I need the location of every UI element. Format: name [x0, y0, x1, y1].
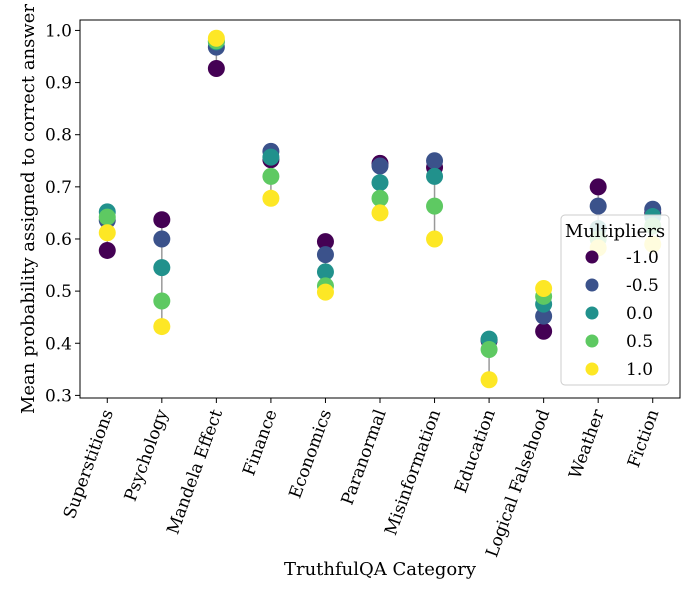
data-point	[426, 167, 444, 185]
legend-label: -1.0	[626, 248, 659, 268]
y-axis: 0.3 0.4 0.5 0.6 0.7 0.8 0.9 1.0	[45, 21, 80, 406]
legend-marker	[585, 250, 599, 264]
data-point	[316, 283, 334, 301]
data-point	[535, 280, 553, 298]
legend-label: 0.0	[626, 304, 653, 324]
data-point	[153, 211, 171, 229]
data-point	[371, 157, 389, 175]
data-points	[98, 29, 662, 389]
data-point	[153, 259, 171, 277]
y-tick-label: 0.4	[45, 334, 72, 354]
data-point	[535, 322, 553, 340]
legend-marker	[585, 362, 599, 376]
y-tick-label: 1.0	[45, 21, 72, 41]
legend-title: Multipliers	[565, 221, 665, 242]
data-point	[371, 189, 389, 207]
legend-label: -0.5	[626, 276, 659, 296]
x-tick-label: Mandela Effect	[163, 407, 227, 537]
data-point	[98, 208, 116, 226]
data-point	[426, 197, 444, 215]
data-point	[262, 148, 280, 166]
x-tick-label: Fiction	[624, 407, 663, 470]
legend-label: 0.5	[626, 332, 653, 352]
data-point	[153, 318, 171, 336]
data-point	[262, 189, 280, 207]
data-point	[262, 167, 280, 185]
x-tick-label: Education	[451, 407, 500, 496]
data-point	[426, 152, 444, 170]
data-point	[589, 197, 607, 215]
legend-label: 1.0	[626, 360, 653, 380]
data-point	[153, 292, 171, 310]
data-point	[316, 246, 334, 264]
x-axis-label: TruthfulQA Category	[284, 559, 477, 580]
data-point	[98, 241, 116, 259]
x-tick-label: Finance	[239, 407, 281, 479]
y-tick-label: 0.9	[45, 74, 72, 94]
plot-frame	[79, 19, 681, 399]
y-axis-label: Mean probability assigned to correct ans…	[18, 4, 39, 414]
legend: Multipliers -1.0 -0.5 0.0 0.5 1.0	[560, 214, 670, 386]
legend-items: -1.0 -0.5 0.0 0.5 1.0	[585, 248, 659, 380]
x-tick-label: Weather	[565, 406, 609, 482]
data-point	[316, 263, 334, 281]
y-tick-label: 0.6	[45, 230, 72, 250]
x-tick-label: Misinformation	[381, 407, 445, 538]
y-tick-label: 0.5	[45, 282, 72, 302]
x-tick-label: Paranormal	[338, 407, 391, 508]
data-point	[316, 233, 334, 251]
data-point	[426, 230, 444, 248]
x-tick-label: Psychology	[121, 407, 173, 505]
data-point	[371, 174, 389, 192]
data-point	[98, 224, 116, 242]
data-point	[535, 307, 553, 325]
y-tick-label: 0.8	[45, 126, 72, 146]
data-point	[480, 341, 498, 359]
data-point	[371, 204, 389, 222]
data-point	[153, 230, 171, 248]
data-point	[480, 371, 498, 389]
legend-marker	[585, 278, 599, 292]
x-tick-label: Economics	[285, 407, 336, 501]
data-point	[207, 59, 225, 77]
x-tick-label: Superstitions	[60, 407, 118, 522]
legend-marker	[585, 306, 599, 320]
y-tick-label: 0.7	[45, 178, 72, 198]
legend-marker	[585, 334, 599, 348]
data-point	[589, 178, 607, 196]
data-point	[207, 29, 225, 47]
y-tick-label: 0.3	[45, 386, 72, 406]
